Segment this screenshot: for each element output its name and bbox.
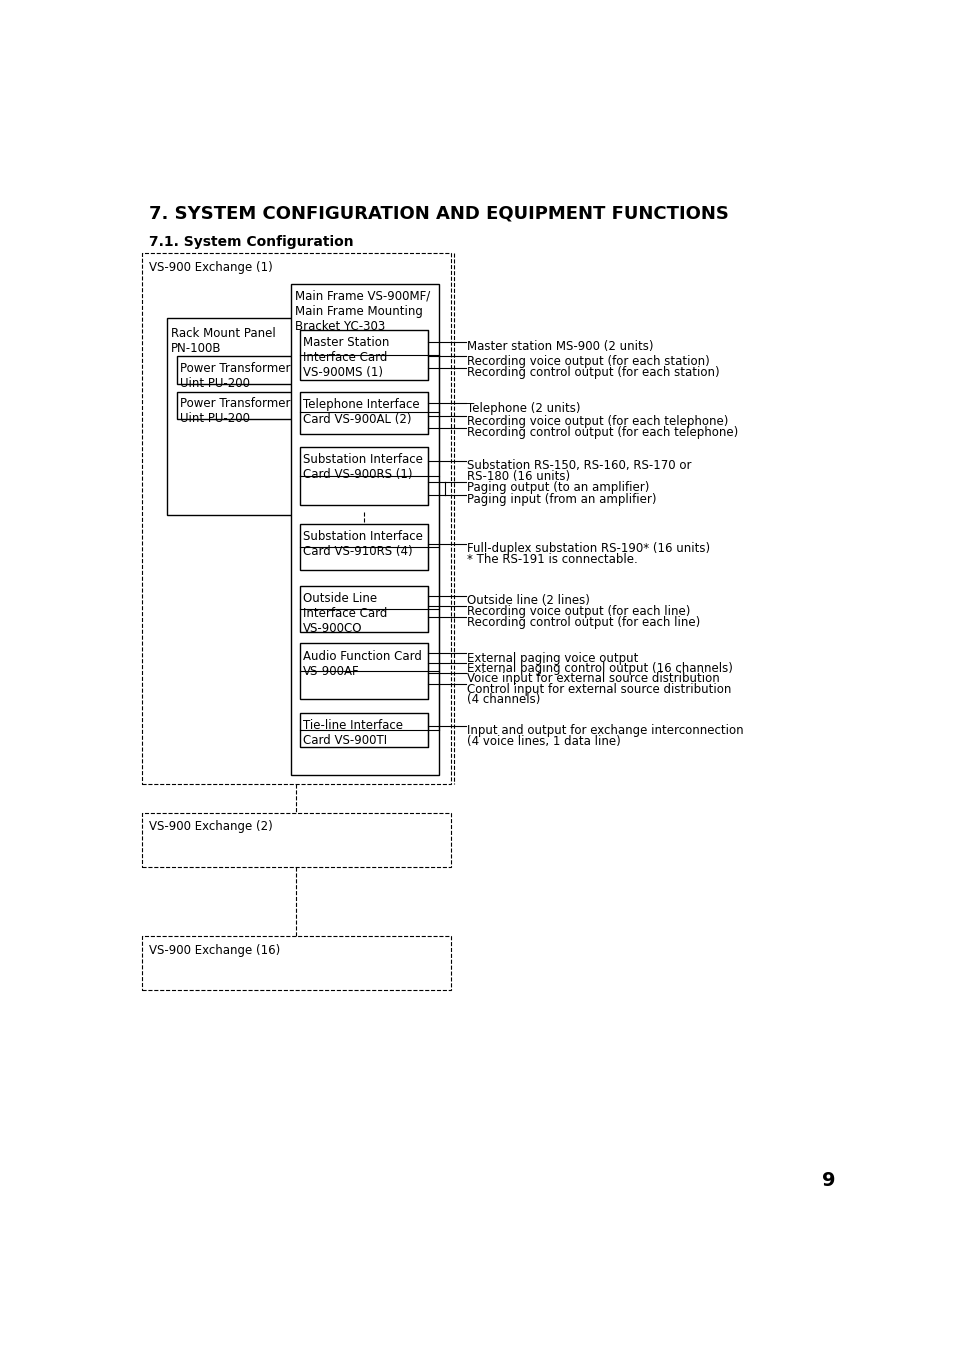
Bar bbox=[299, 447, 427, 505]
Text: Substation Interface
Card VS-900RS (1): Substation Interface Card VS-900RS (1) bbox=[303, 453, 422, 481]
Text: (4 voice lines, 1 data line): (4 voice lines, 1 data line) bbox=[467, 735, 620, 748]
Bar bbox=[177, 357, 292, 384]
Text: Recording voice output (for each station): Recording voice output (for each station… bbox=[467, 354, 709, 367]
Text: Main Frame VS-900MF/
Main Frame Mounting
Bracket YC-303: Main Frame VS-900MF/ Main Frame Mounting… bbox=[294, 290, 430, 332]
Text: External paging control output (16 channels): External paging control output (16 chann… bbox=[467, 662, 732, 676]
Text: Substation RS-150, RS-160, RS-170 or: Substation RS-150, RS-160, RS-170 or bbox=[467, 459, 691, 473]
Bar bbox=[142, 936, 451, 990]
Text: Recording control output (for each telephone): Recording control output (for each telep… bbox=[467, 426, 738, 439]
Bar bbox=[299, 585, 427, 632]
Bar bbox=[299, 524, 427, 570]
Bar bbox=[299, 392, 427, 434]
Bar bbox=[299, 713, 427, 747]
Text: Master Station
Interface Card
VS-900MS (1): Master Station Interface Card VS-900MS (… bbox=[303, 336, 389, 380]
Bar bbox=[142, 813, 451, 867]
Text: Recording control output (for each station): Recording control output (for each stati… bbox=[467, 366, 720, 380]
Text: Voice input for external source distribution: Voice input for external source distribu… bbox=[467, 671, 720, 685]
Text: (4 channels): (4 channels) bbox=[467, 693, 540, 707]
Text: Full-duplex substation RS-190* (16 units): Full-duplex substation RS-190* (16 units… bbox=[467, 543, 710, 555]
Bar bbox=[291, 284, 438, 775]
Text: Power Transformer
Uint PU-200: Power Transformer Uint PU-200 bbox=[180, 397, 291, 426]
Text: 7. SYSTEM CONFIGURATION AND EQUIPMENT FUNCTIONS: 7. SYSTEM CONFIGURATION AND EQUIPMENT FU… bbox=[149, 204, 728, 223]
Text: Recording voice output (for each telephone): Recording voice output (for each telepho… bbox=[467, 415, 728, 428]
Text: Tie-line Interface
Card VS-900TI: Tie-line Interface Card VS-900TI bbox=[303, 719, 402, 747]
Text: 9: 9 bbox=[821, 1171, 835, 1190]
Text: Paging output (to an amplifier): Paging output (to an amplifier) bbox=[467, 481, 649, 494]
Text: * The RS-191 is connectable.: * The RS-191 is connectable. bbox=[467, 554, 638, 566]
Text: VS-900 Exchange (1): VS-900 Exchange (1) bbox=[149, 261, 273, 274]
Text: Recording control output (for each line): Recording control output (for each line) bbox=[467, 616, 700, 628]
Text: External paging voice output: External paging voice output bbox=[467, 651, 638, 665]
Text: VS-900 Exchange (16): VS-900 Exchange (16) bbox=[149, 943, 279, 957]
Text: Outside line (2 lines): Outside line (2 lines) bbox=[467, 594, 590, 607]
Text: Master station MS-900 (2 units): Master station MS-900 (2 units) bbox=[467, 340, 653, 353]
Text: Outside Line
Interface Card
VS-900CO: Outside Line Interface Card VS-900CO bbox=[303, 592, 387, 635]
Text: Control input for external source distribution: Control input for external source distri… bbox=[467, 682, 731, 696]
Text: Audio Function Card
VS-900AF: Audio Function Card VS-900AF bbox=[303, 650, 421, 678]
Text: Telephone Interface
Card VS-900AL (2): Telephone Interface Card VS-900AL (2) bbox=[303, 397, 419, 426]
Bar bbox=[299, 330, 427, 380]
Text: Input and output for exchange interconnection: Input and output for exchange interconne… bbox=[467, 724, 743, 738]
Text: Power Transformer
Uint PU-200: Power Transformer Uint PU-200 bbox=[180, 362, 291, 389]
Text: 7.1. System Configuration: 7.1. System Configuration bbox=[149, 235, 353, 250]
Text: Substation Interface
Card VS-910RS (4): Substation Interface Card VS-910RS (4) bbox=[303, 530, 422, 558]
Bar bbox=[167, 319, 298, 515]
Bar bbox=[177, 392, 292, 419]
Bar bbox=[142, 253, 451, 785]
Text: Recording voice output (for each line): Recording voice output (for each line) bbox=[467, 605, 690, 617]
Text: VS-900 Exchange (2): VS-900 Exchange (2) bbox=[149, 820, 273, 834]
Bar bbox=[299, 643, 427, 698]
Text: Paging input (from an amplifier): Paging input (from an amplifier) bbox=[467, 493, 656, 507]
Text: Rack Mount Panel
PN-100B: Rack Mount Panel PN-100B bbox=[171, 327, 275, 355]
Text: RS-180 (16 units): RS-180 (16 units) bbox=[467, 470, 570, 484]
Text: Telephone (2 units): Telephone (2 units) bbox=[467, 401, 580, 415]
